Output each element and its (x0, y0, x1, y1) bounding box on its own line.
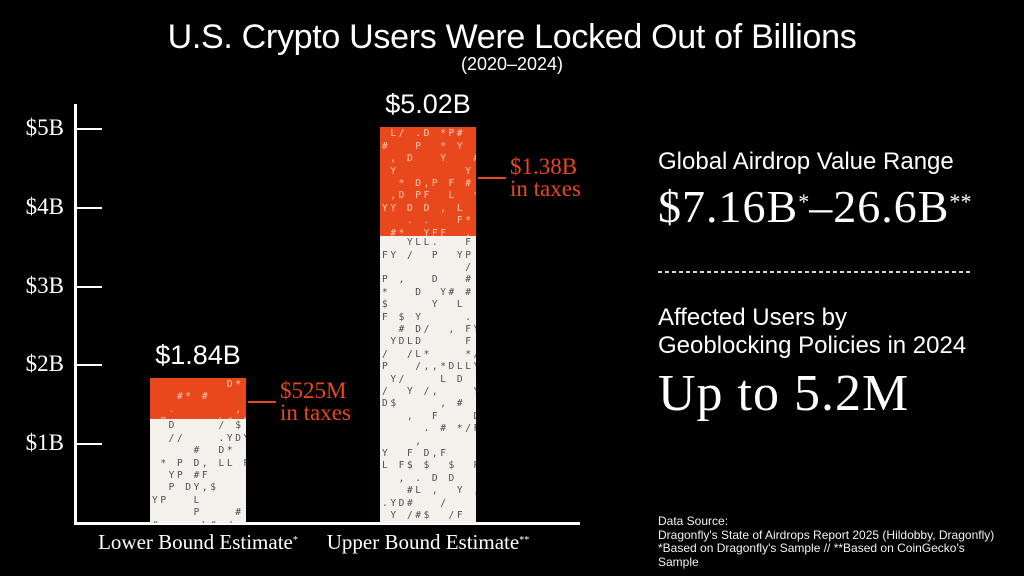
y-tick-label: $1B (25, 430, 64, 456)
affected-users-title-line1: Affected Users by (658, 304, 847, 331)
category-asterisk: * (292, 534, 298, 546)
category-text: Lower Bound Estimate (98, 530, 293, 554)
dashed-divider (658, 271, 970, 273)
bar-lower-bound: D* #* # #/ . , , P, , L# LDP $// # ,F L … (150, 378, 246, 523)
bar-lower-bound-tax-segment: D* #* # #/ . , , P, , L# LDP $// # ,F L (150, 378, 246, 420)
global-airdrop-value: $7.16B*–26.6B** (658, 180, 972, 233)
global-airdrop-title: Global Airdrop Value Range (658, 148, 954, 175)
bar-lower-bound-total: $1.84B (155, 340, 241, 370)
data-source-label: Data Source: (658, 514, 729, 528)
ascii-texture: D / $ // .YDYL # D* * * P D, LL P . YP #… (152, 420, 246, 523)
tax-amount: $525M (280, 377, 347, 403)
ascii-texture: L/ .D *P# DD # P * Y , D Y # . Y Y LD * … (382, 128, 476, 237)
affected-users-title: Affected Users by Geoblocking Policies i… (658, 304, 966, 360)
y-tick-mark (77, 128, 102, 130)
bar-upper-bound-tax-segment: L/ .D *P# DD # P * Y , D Y # . Y Y LD * … (380, 127, 476, 237)
y-tick-mark (77, 206, 102, 209)
tax-callout-upper-bound: $1.38B in taxes (510, 154, 581, 202)
category-label-upper-bound: Upper Bound Estimate** (298, 530, 558, 555)
bar-upper-bound: L/ .D *P# DD # P * Y , D Y # . Y Y LD * … (380, 127, 476, 523)
page-title: U.S. Crypto Users Were Locked Out of Bil… (167, 18, 857, 56)
data-source-report: Dragonfly's State of Airdrops Report 202… (658, 527, 995, 542)
y-tick-label: $5B (25, 115, 64, 140)
data-source-notes: *Based on Dragonfly's Sample // **Based … (658, 541, 965, 569)
category-text: Upper Bound Estimate (326, 530, 520, 554)
category-asterisk: ** (519, 534, 530, 546)
asterisk-two: ** (949, 188, 972, 214)
asterisk-one: * (798, 188, 810, 214)
value-prefix: $7.16B (658, 181, 799, 232)
y-tick-mark (77, 364, 102, 367)
tax-callout-line (248, 400, 276, 403)
bar-upper-bound-total: $5.02B (385, 89, 471, 120)
affected-users-title-line2: Geoblocking Policies in 2024 (658, 332, 967, 359)
stats-panel: Global Airdrop Value Range $7.16B*–26.6B… (658, 0, 998, 576)
y-tick-label: $4B (25, 193, 64, 219)
bar-upper-bound-value-segment: YLL. F # FY / P YP Y / P , D # * D Y# # … (380, 236, 476, 523)
tax-note: in taxes (280, 399, 351, 425)
tax-callout-line (478, 177, 506, 180)
affected-users-value: Up to 5.2M (658, 365, 910, 422)
y-tick-label: $2B (25, 351, 64, 377)
y-tick-mark (77, 443, 102, 446)
tax-note: in taxes (510, 176, 581, 202)
x-axis-line (74, 522, 580, 525)
bar-lower-bound-value-segment: D / $ // .YDYL # D* * * P D, LL P . YP #… (150, 419, 246, 523)
value-mid: –26.6B (809, 181, 950, 232)
y-tick-label: $3B (25, 272, 64, 298)
data-source: Data Source: Dragonfly's State of Airdro… (658, 514, 998, 569)
ascii-texture: D* #* # #/ . , , P, , L# LDP $// # ,F L (160, 379, 246, 419)
y-axis-line (74, 104, 77, 525)
y-tick-mark (77, 285, 102, 288)
tax-amount: $1.38B (510, 154, 578, 180)
category-label-lower-bound: Lower Bound Estimate* (68, 530, 328, 555)
ascii-texture: YLL. F # FY / P YP Y / P , D # * D Y# # … (382, 237, 476, 523)
page-subtitle: (2020–2024) (460, 54, 564, 74)
tax-callout-lower-bound: $525M in taxes (280, 377, 351, 425)
